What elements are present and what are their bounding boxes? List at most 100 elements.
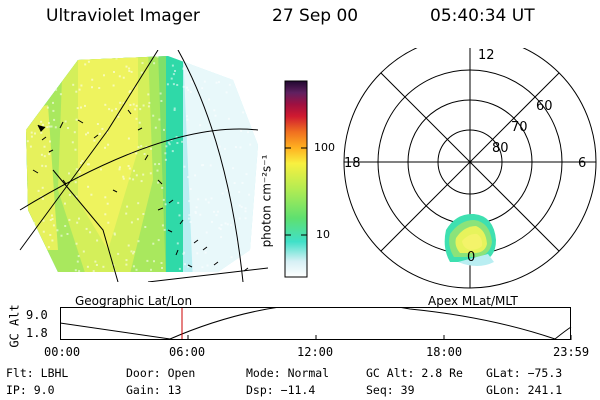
- noise-pixel: [186, 118, 189, 121]
- noise-pixel: [140, 180, 143, 183]
- noise-pixel: [40, 280, 42, 282]
- noise-pixel: [125, 259, 128, 262]
- noise-pixel: [150, 147, 152, 150]
- status-glon-key: GLon:: [486, 383, 521, 397]
- status-gain-val: 13: [167, 383, 182, 397]
- noise-pixel: [228, 83, 231, 86]
- status-glat: GLat: −75.3: [486, 366, 562, 380]
- noise-pixel: [126, 205, 129, 208]
- noise-pixel: [41, 186, 44, 189]
- noise-pixel: [233, 275, 235, 277]
- noise-pixel: [135, 117, 138, 120]
- noise-pixel: [38, 65, 41, 68]
- noise-pixel: [42, 197, 44, 200]
- noise-pixel: [205, 231, 208, 234]
- noise-pixel: [113, 232, 116, 235]
- noise-pixel: [173, 109, 176, 111]
- noise-pixel: [143, 153, 146, 155]
- noise-pixel: [96, 56, 99, 57]
- noise-pixel: [239, 146, 242, 149]
- noise-pixel: [242, 111, 245, 114]
- noise-pixel: [132, 252, 135, 255]
- noise-pixel: [241, 181, 244, 184]
- noise-pixel: [186, 115, 188, 118]
- noise-pixel: [261, 69, 263, 71]
- noise-pixel: [102, 265, 105, 268]
- noise-pixel: [122, 177, 125, 180]
- status-dsp-key: Dsp:: [246, 383, 274, 397]
- noise-pixel: [94, 260, 97, 263]
- noise-pixel: [156, 56, 159, 58]
- noise-pixel: [215, 56, 218, 58]
- noise-pixel: [244, 210, 247, 213]
- noise-pixel: [127, 137, 130, 140]
- noise-pixel: [43, 155, 46, 158]
- noise-pixel: [154, 126, 157, 129]
- noise-pixel: [87, 131, 89, 134]
- noise-pixel: [250, 103, 253, 106]
- noise-pixel: [104, 213, 107, 216]
- noise-pixel: [105, 56, 107, 57]
- noise-pixel: [163, 228, 166, 231]
- noise-pixel: [221, 192, 224, 195]
- noise-pixel: [227, 117, 230, 120]
- noise-pixel: [132, 103, 135, 106]
- noise-pixel: [52, 224, 55, 227]
- colorbar-label-holder: photon cm⁻²s⁻¹: [258, 150, 284, 250]
- noise-pixel: [187, 265, 190, 268]
- noise-pixel: [118, 166, 121, 169]
- noise-pixel: [207, 201, 210, 204]
- noise-pixel: [128, 177, 131, 180]
- noise-pixel: [134, 108, 137, 111]
- noise-pixel: [225, 91, 228, 94]
- noise-pixel: [256, 125, 258, 128]
- noise-pixel: [98, 87, 101, 89]
- noise-pixel: [243, 74, 246, 77]
- noise-pixel: [117, 115, 120, 118]
- noise-pixel: [64, 120, 67, 123]
- noise-pixel: [218, 145, 221, 148]
- noise-pixel: [208, 131, 211, 134]
- noise-pixel: [55, 88, 58, 91]
- noise-pixel: [204, 251, 207, 254]
- noise-pixel: [118, 75, 121, 78]
- noise-pixel: [177, 201, 180, 204]
- noise-pixel: [29, 145, 32, 148]
- noise-pixel: [113, 71, 115, 73]
- noise-pixel: [214, 114, 217, 117]
- noise-pixel: [20, 134, 22, 136]
- date-label: 27 Sep 00: [272, 6, 359, 26]
- noise-pixel: [48, 153, 51, 156]
- noise-pixel: [115, 107, 117, 110]
- noise-pixel: [186, 86, 188, 89]
- noise-pixel: [176, 242, 179, 245]
- noise-pixel: [248, 193, 251, 196]
- noise-pixel: [133, 169, 135, 172]
- status-ip-val: 9.0: [33, 383, 55, 397]
- noise-pixel: [80, 162, 82, 164]
- noise-pixel: [247, 131, 249, 134]
- status-glon: GLon: 241.1: [486, 383, 562, 397]
- noise-pixel: [56, 229, 59, 232]
- status-seq-key: Seq:: [366, 383, 394, 397]
- noise-pixel: [23, 92, 25, 94]
- noise-pixel: [22, 232, 24, 234]
- colorbar-tick-10: 10: [316, 228, 330, 241]
- noise-pixel: [177, 274, 179, 276]
- noise-pixel: [92, 270, 95, 272]
- noise-pixel: [201, 266, 204, 269]
- noise-pixel: [130, 250, 133, 253]
- auroral-emission: [20, 56, 263, 282]
- noise-pixel: [86, 279, 88, 281]
- noise-pixel: [93, 139, 96, 142]
- noise-pixel: [26, 99, 27, 102]
- noise-pixel: [149, 172, 152, 175]
- noise-pixel: [40, 153, 43, 156]
- noise-pixel: [152, 242, 155, 245]
- noise-pixel: [118, 168, 121, 171]
- noise-pixel: [223, 147, 226, 150]
- noise-pixel: [84, 63, 87, 66]
- noise-pixel: [225, 189, 228, 192]
- status-ip-key: IP:: [6, 383, 27, 397]
- orbit-xtick-4: 23:59: [553, 345, 590, 359]
